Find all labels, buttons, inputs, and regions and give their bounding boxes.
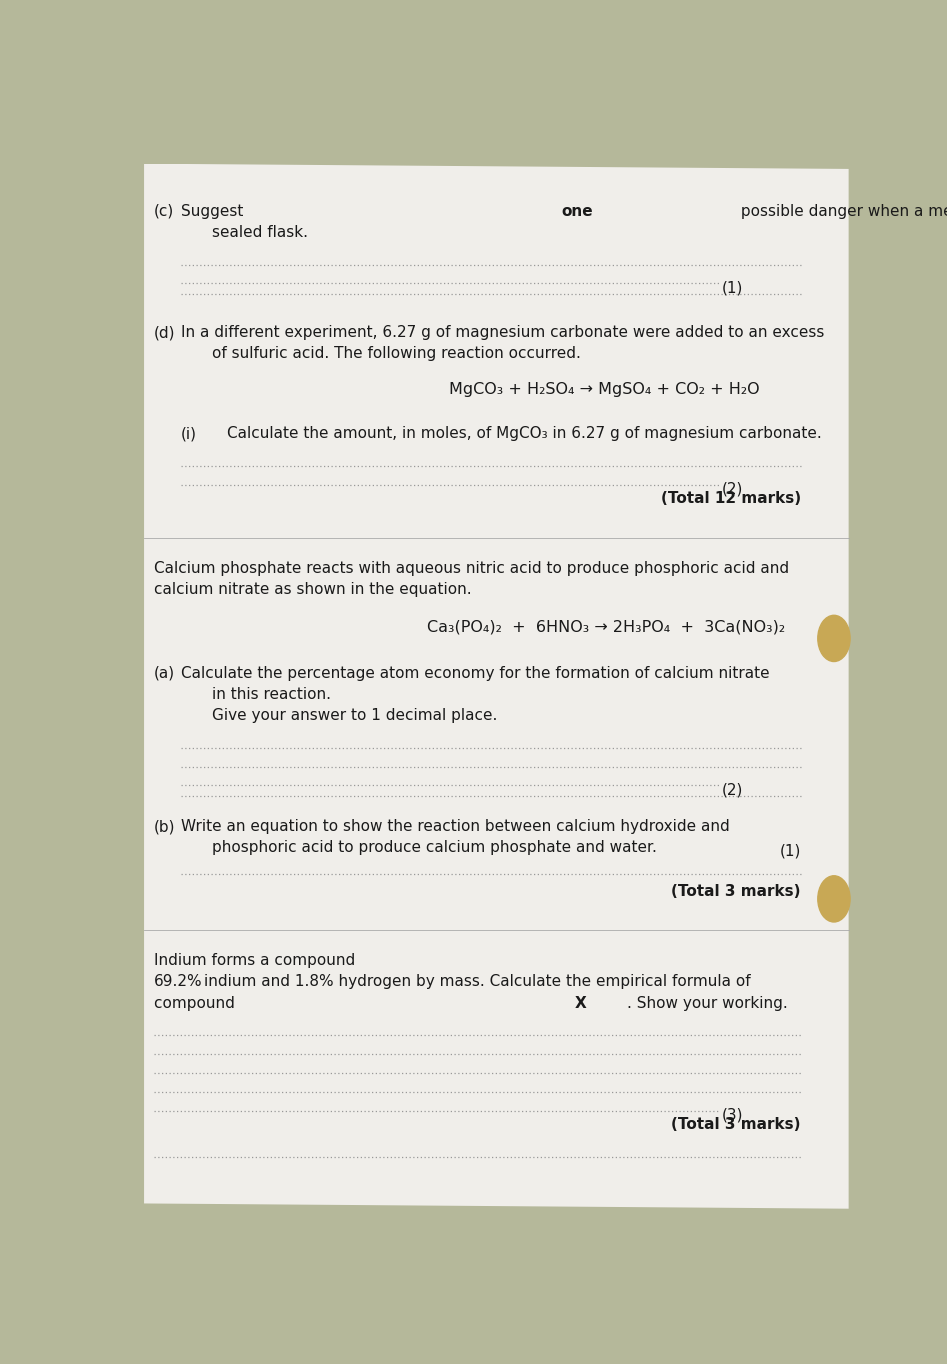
Text: one: one	[562, 203, 594, 218]
Text: in this reaction.: in this reaction.	[211, 686, 331, 701]
Circle shape	[818, 615, 850, 662]
Text: possible danger when a metal carbonate is reacted with an acid in a: possible danger when a metal carbonate i…	[736, 203, 947, 218]
Text: (a): (a)	[153, 666, 175, 681]
Text: . Show your working.: . Show your working.	[627, 996, 787, 1011]
Text: (Total 3 marks): (Total 3 marks)	[671, 1117, 801, 1132]
Text: X: X	[575, 996, 587, 1011]
Text: Calcium phosphate reacts with aqueous nitric acid to produce phosphoric acid and: Calcium phosphate reacts with aqueous ni…	[153, 561, 789, 576]
Text: (Total 3 marks): (Total 3 marks)	[671, 884, 801, 899]
Text: (Total 12 marks): (Total 12 marks)	[661, 491, 801, 506]
Text: Indium forms a compound: Indium forms a compound	[153, 953, 360, 968]
Text: 69.2%: 69.2%	[153, 974, 203, 989]
Text: (d): (d)	[153, 326, 175, 341]
Polygon shape	[144, 164, 849, 1209]
Text: indium and 1.8% hydrogen by mass. Calculate the empirical formula of: indium and 1.8% hydrogen by mass. Calcul…	[204, 974, 750, 989]
Text: Ca₃(PO₄)₂  +  6HNO₃ → 2H₃PO₄  +  3Ca(NO₃)₂: Ca₃(PO₄)₂ + 6HNO₃ → 2H₃PO₄ + 3Ca(NO₃)₂	[426, 619, 785, 634]
Text: calcium nitrate as shown in the equation.: calcium nitrate as shown in the equation…	[153, 581, 472, 596]
Text: Calculate the percentage atom economy for the formation of calcium nitrate: Calculate the percentage atom economy fo…	[181, 666, 769, 681]
Text: (2): (2)	[722, 481, 743, 496]
Text: (i): (i)	[181, 427, 197, 441]
Text: (3): (3)	[722, 1108, 743, 1123]
Text: (1): (1)	[722, 280, 743, 295]
Text: Give your answer to 1 decimal place.: Give your answer to 1 decimal place.	[211, 708, 497, 723]
Text: (c): (c)	[153, 203, 174, 218]
Text: In a different experiment, 6.27 g of magnesium carbonate were added to an excess: In a different experiment, 6.27 g of mag…	[181, 326, 824, 341]
Text: sealed flask.: sealed flask.	[211, 225, 308, 240]
Text: of sulfuric acid. The following reaction occurred.: of sulfuric acid. The following reaction…	[211, 346, 581, 361]
Text: Suggest: Suggest	[181, 203, 248, 218]
Text: (1): (1)	[779, 843, 801, 858]
Text: phosphoric acid to produce calcium phosphate and water.: phosphoric acid to produce calcium phosp…	[211, 840, 656, 855]
Text: (b): (b)	[153, 818, 175, 833]
Text: Calculate the amount, in moles, of MgCO₃ in 6.27 g of magnesium carbonate.: Calculate the amount, in moles, of MgCO₃…	[227, 427, 822, 441]
Text: Write an equation to show the reaction between calcium hydroxide and: Write an equation to show the reaction b…	[181, 818, 729, 833]
Text: MgCO₃ + H₂SO₄ → MgSO₄ + CO₂ + H₂O: MgCO₃ + H₂SO₄ → MgSO₄ + CO₂ + H₂O	[449, 382, 759, 397]
Text: compound: compound	[153, 996, 240, 1011]
Text: (2): (2)	[722, 783, 743, 798]
Circle shape	[818, 876, 850, 922]
